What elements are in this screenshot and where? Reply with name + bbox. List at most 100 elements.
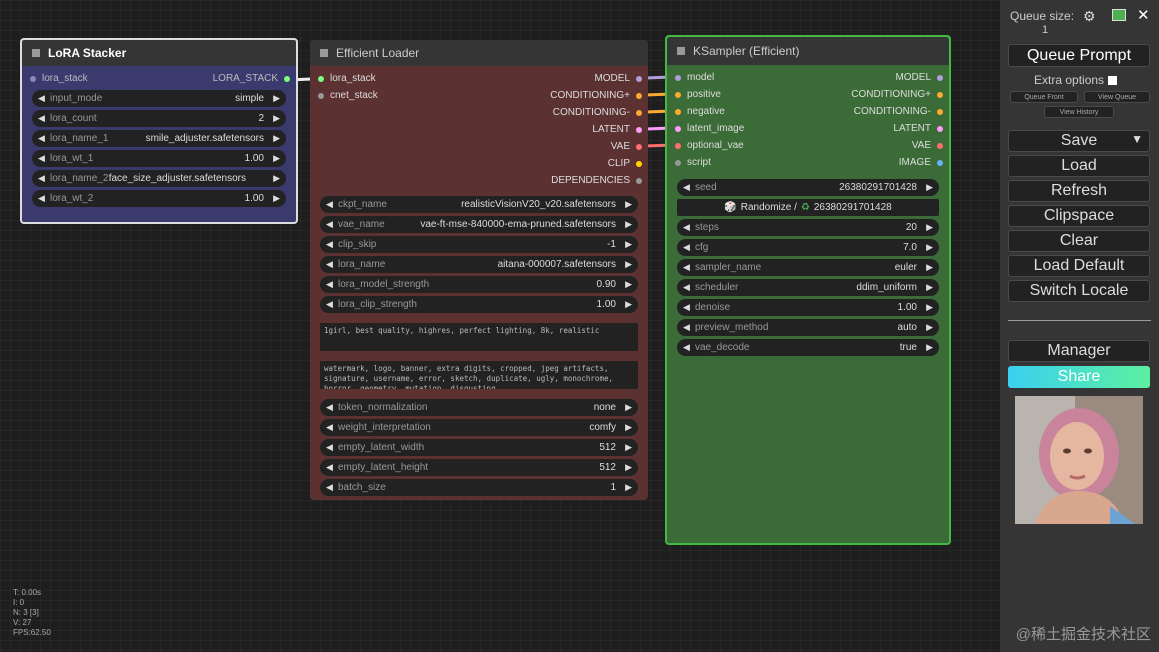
decrement-arrow-icon[interactable]: ◀ bbox=[38, 173, 45, 183]
increment-arrow-icon[interactable]: ▶ bbox=[625, 279, 632, 289]
output-slot-conditioning-neg[interactable]: CONDITIONING- bbox=[553, 107, 642, 118]
load-default-button[interactable]: Load Default bbox=[1008, 255, 1150, 277]
output-slot-clip[interactable]: CLIP bbox=[608, 158, 642, 169]
decrement-arrow-icon[interactable]: ◀ bbox=[326, 279, 333, 289]
decrement-arrow-icon[interactable]: ◀ bbox=[38, 193, 45, 203]
widget-lora-wt-2[interactable]: ◀ lora_wt_2 1.00 ▶ bbox=[32, 190, 286, 207]
increment-arrow-icon[interactable]: ▶ bbox=[926, 242, 933, 252]
input-slot-negative[interactable]: negative bbox=[675, 106, 725, 117]
increment-arrow-icon[interactable]: ▶ bbox=[273, 113, 280, 123]
widget-empty-latent-width[interactable]: ◀ empty_latent_width 512 ▶ bbox=[320, 439, 638, 456]
increment-arrow-icon[interactable]: ▶ bbox=[926, 282, 933, 292]
output-slot-model[interactable]: MODEL bbox=[895, 72, 943, 83]
input-slot-latent-image[interactable]: latent_image bbox=[675, 123, 744, 134]
increment-arrow-icon[interactable]: ▶ bbox=[926, 262, 933, 272]
graph-canvas[interactable]: LoRA Stacker lora_stack LORA_STACK ◀ inp… bbox=[0, 0, 1000, 652]
collapse-icon[interactable] bbox=[32, 49, 40, 57]
close-icon[interactable]: ✕ bbox=[1137, 7, 1150, 24]
increment-arrow-icon[interactable]: ▶ bbox=[625, 199, 632, 209]
decrement-arrow-icon[interactable]: ◀ bbox=[683, 182, 690, 192]
input-slot-lora-stack[interactable]: lora_stack bbox=[318, 73, 376, 84]
decrement-arrow-icon[interactable]: ◀ bbox=[326, 199, 333, 209]
decrement-arrow-icon[interactable]: ◀ bbox=[683, 342, 690, 352]
decrement-arrow-icon[interactable]: ◀ bbox=[326, 259, 333, 269]
widget-vae-name[interactable]: ◀ vae_name vae-ft-mse-840000-ema-pruned.… bbox=[320, 216, 638, 233]
randomize-seed-button[interactable]: 🎲 Randomize / ♻ 26380291701428 bbox=[677, 199, 939, 216]
input-slot-optional-vae[interactable]: optional_vae bbox=[675, 140, 744, 151]
increment-arrow-icon[interactable]: ▶ bbox=[926, 322, 933, 332]
decrement-arrow-icon[interactable]: ◀ bbox=[38, 113, 45, 123]
switch-locale-button[interactable]: Switch Locale bbox=[1008, 280, 1150, 302]
decrement-arrow-icon[interactable]: ◀ bbox=[326, 219, 333, 229]
widget-empty-latent-height[interactable]: ◀ empty_latent_height 512 ▶ bbox=[320, 459, 638, 476]
node-title-bar[interactable]: KSampler (Efficient) bbox=[667, 37, 949, 65]
decrement-arrow-icon[interactable]: ◀ bbox=[326, 482, 333, 492]
refresh-button[interactable]: Refresh bbox=[1008, 180, 1150, 202]
widget-lora-name[interactable]: ◀ lora_name aitana-000007.safetensors ▶ bbox=[320, 256, 638, 273]
positive-prompt-textarea[interactable]: 1girl, best quality, highres, perfect li… bbox=[320, 323, 638, 351]
increment-arrow-icon[interactable]: ▶ bbox=[926, 302, 933, 312]
decrement-arrow-icon[interactable]: ◀ bbox=[38, 93, 45, 103]
preview-image[interactable] bbox=[1015, 396, 1143, 524]
view-queue-button[interactable]: View Queue bbox=[1084, 91, 1150, 103]
extra-options-checkbox[interactable] bbox=[1108, 75, 1118, 85]
increment-arrow-icon[interactable]: ▶ bbox=[625, 219, 632, 229]
widget-sampler-name[interactable]: ◀ sampler_name euler ▶ bbox=[677, 259, 939, 276]
gear-icon[interactable]: ⚙ bbox=[1083, 8, 1096, 24]
node-title-bar[interactable]: LoRA Stacker bbox=[22, 40, 296, 66]
decrement-arrow-icon[interactable]: ◀ bbox=[683, 222, 690, 232]
output-slot-conditioning-neg[interactable]: CONDITIONING- bbox=[854, 106, 943, 117]
increment-arrow-icon[interactable]: ▶ bbox=[625, 442, 632, 452]
queue-front-button[interactable]: Queue Front bbox=[1010, 91, 1078, 103]
input-slot-model[interactable]: model bbox=[675, 72, 714, 83]
widget-cfg[interactable]: ◀ cfg 7.0 ▶ bbox=[677, 239, 939, 256]
load-button[interactable]: Load bbox=[1008, 155, 1150, 177]
queue-prompt-button[interactable]: Queue Prompt bbox=[1008, 44, 1150, 67]
decrement-arrow-icon[interactable]: ◀ bbox=[326, 299, 333, 309]
input-slot-cnet-stack[interactable]: cnet_stack bbox=[318, 90, 378, 101]
decrement-arrow-icon[interactable]: ◀ bbox=[326, 239, 333, 249]
lora-stacker-node[interactable]: LoRA Stacker lora_stack LORA_STACK ◀ inp… bbox=[20, 38, 298, 224]
increment-arrow-icon[interactable]: ▶ bbox=[625, 299, 632, 309]
increment-arrow-icon[interactable]: ▶ bbox=[625, 239, 632, 249]
output-slot-vae[interactable]: VAE bbox=[611, 141, 642, 152]
widget-seed[interactable]: ◀ seed 26380291701428 ▶ bbox=[677, 179, 939, 196]
decrement-arrow-icon[interactable]: ◀ bbox=[326, 402, 333, 412]
output-slot-conditioning-pos[interactable]: CONDITIONING+ bbox=[550, 90, 642, 101]
output-slot-image[interactable]: IMAGE bbox=[899, 157, 943, 168]
input-slot-lora-stack[interactable]: lora_stack bbox=[30, 73, 88, 84]
widget-token-normalization[interactable]: ◀ token_normalization none ▶ bbox=[320, 399, 638, 416]
output-slot-latent[interactable]: LATENT bbox=[893, 123, 943, 134]
view-history-button[interactable]: View History bbox=[1044, 106, 1114, 118]
increment-arrow-icon[interactable]: ▶ bbox=[926, 182, 933, 192]
output-slot-lora-stack[interactable]: LORA_STACK bbox=[213, 73, 290, 84]
widget-preview-method[interactable]: ◀ preview_method auto ▶ bbox=[677, 319, 939, 336]
decrement-arrow-icon[interactable]: ◀ bbox=[326, 442, 333, 452]
increment-arrow-icon[interactable]: ▶ bbox=[625, 422, 632, 432]
share-button[interactable]: Share bbox=[1008, 366, 1150, 388]
decrement-arrow-icon[interactable]: ◀ bbox=[326, 462, 333, 472]
widget-lora-count[interactable]: ◀ lora_count 2 ▶ bbox=[32, 110, 286, 127]
ksampler-efficient-node[interactable]: KSampler (Efficient) model positive nega… bbox=[665, 35, 951, 545]
widget-lora-wt-1[interactable]: ◀ lora_wt_1 1.00 ▶ bbox=[32, 150, 286, 167]
widget-batch-size[interactable]: ◀ batch_size 1 ▶ bbox=[320, 479, 638, 496]
output-slot-model[interactable]: MODEL bbox=[594, 73, 642, 84]
dropdown-arrow-icon[interactable]: ▼ bbox=[1131, 132, 1143, 146]
efficient-loader-node[interactable]: Efficient Loader lora_stack cnet_stack M… bbox=[310, 40, 648, 500]
node-title-bar[interactable]: Efficient Loader bbox=[310, 40, 648, 66]
increment-arrow-icon[interactable]: ▶ bbox=[273, 93, 280, 103]
clear-button[interactable]: Clear bbox=[1008, 230, 1150, 252]
input-slot-script[interactable]: script bbox=[675, 157, 711, 168]
output-slot-conditioning-pos[interactable]: CONDITIONING+ bbox=[851, 89, 943, 100]
widget-vae-decode[interactable]: ◀ vae_decode true ▶ bbox=[677, 339, 939, 356]
widget-ckpt-name[interactable]: ◀ ckpt_name realisticVisionV20_v20.safet… bbox=[320, 196, 638, 213]
input-slot-positive[interactable]: positive bbox=[675, 89, 721, 100]
collapse-icon[interactable] bbox=[320, 49, 328, 57]
increment-arrow-icon[interactable]: ▶ bbox=[625, 462, 632, 472]
widget-denoise[interactable]: ◀ denoise 1.00 ▶ bbox=[677, 299, 939, 316]
increment-arrow-icon[interactable]: ▶ bbox=[273, 173, 280, 183]
output-slot-latent[interactable]: LATENT bbox=[592, 124, 642, 135]
widget-input-mode[interactable]: ◀ input_mode simple ▶ bbox=[32, 90, 286, 107]
output-slot-vae[interactable]: VAE bbox=[912, 140, 943, 151]
widget-weight-interpretation[interactable]: ◀ weight_interpretation comfy ▶ bbox=[320, 419, 638, 436]
